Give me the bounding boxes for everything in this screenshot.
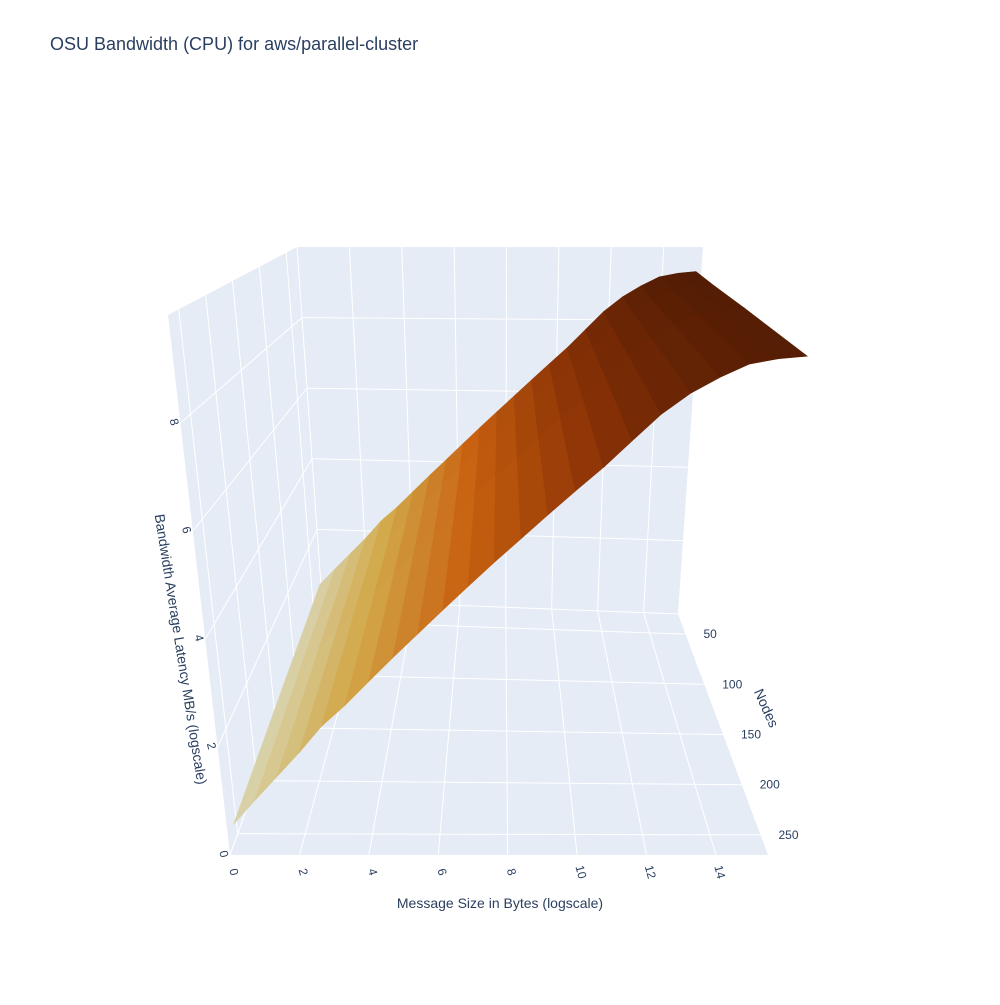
- x-tick-label: 4: [365, 867, 380, 877]
- grid-line: [237, 833, 761, 836]
- z-tick-label: 8: [167, 417, 182, 427]
- x-tick-label: 0: [226, 867, 241, 877]
- grid-line: [232, 280, 277, 728]
- grid-line: [275, 727, 724, 735]
- grid-line: [180, 317, 303, 424]
- z-tick-label: 2: [204, 741, 219, 751]
- x-tick-label: 8: [504, 867, 519, 877]
- y-tick-label: 150: [741, 728, 761, 742]
- y-tick-label: 250: [779, 828, 799, 842]
- grid-line: [205, 295, 258, 781]
- z-tick-label: 6: [179, 525, 194, 535]
- grid-line: [258, 266, 296, 675]
- x-axis-title: Message Size in Bytes (logscale): [397, 895, 603, 911]
- grid-line: [192, 387, 308, 532]
- y-axis-title: Nodes: [751, 686, 782, 729]
- y-tick-label: 50: [704, 627, 718, 641]
- y-tick-label: 200: [760, 778, 780, 792]
- z-tick-label: 0: [216, 849, 231, 859]
- grid-line: [217, 529, 318, 748]
- grid-line: [204, 458, 313, 640]
- chart-title: OSU Bandwidth (CPU) for aws/parallel-clu…: [50, 34, 418, 54]
- x-tick-label: 2: [296, 867, 311, 877]
- grid-line: [285, 252, 315, 622]
- surface-cell: [720, 307, 808, 360]
- x-tick-label: 12: [642, 864, 659, 881]
- x-tick-label: 10: [572, 864, 589, 881]
- x-tick-label: 14: [711, 864, 728, 881]
- grid-line: [178, 309, 239, 834]
- grid-line: [256, 780, 742, 786]
- x-tick-label: 6: [434, 867, 449, 877]
- y-tick-label: 100: [722, 677, 742, 691]
- grid-line: [296, 246, 323, 601]
- z-tick-label: 4: [191, 633, 206, 643]
